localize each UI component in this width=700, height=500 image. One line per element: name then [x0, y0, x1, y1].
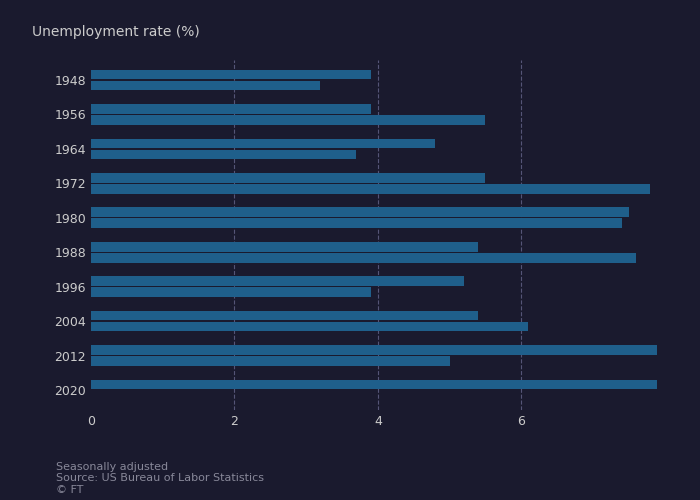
Bar [91, 253, 636, 262]
Bar [91, 311, 478, 320]
Bar [91, 276, 464, 286]
Bar [91, 115, 485, 125]
Bar [91, 70, 371, 80]
Bar [91, 184, 650, 194]
Bar [91, 218, 622, 228]
Bar [91, 380, 657, 390]
Bar [91, 173, 485, 182]
Bar [91, 322, 528, 332]
Bar [91, 208, 629, 217]
Bar [91, 80, 321, 90]
Bar [91, 150, 356, 159]
Bar [91, 288, 371, 297]
Bar [91, 104, 371, 114]
Text: Unemployment rate (%): Unemployment rate (%) [32, 25, 200, 39]
Bar [91, 242, 478, 252]
Text: Seasonally adjusted
Source: US Bureau of Labor Statistics
© FT: Seasonally adjusted Source: US Bureau of… [56, 462, 264, 495]
Bar [91, 138, 435, 148]
Bar [91, 345, 657, 355]
Bar [91, 356, 449, 366]
